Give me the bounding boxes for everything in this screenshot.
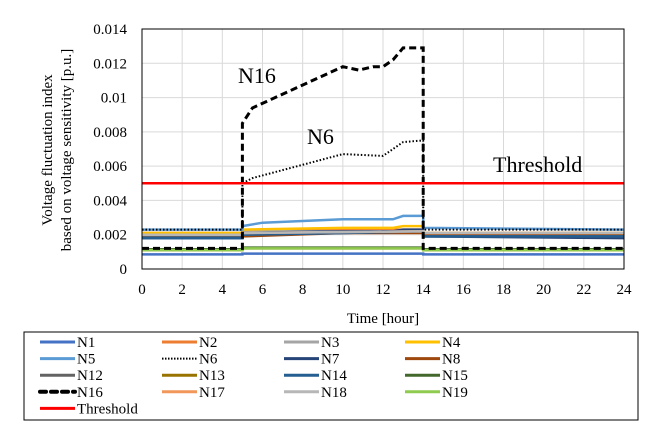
y-axis-label-line2: based on voltage sensitivity [p.u.]: [59, 49, 75, 251]
legend: N1 N2 N3 N4 N5 N6 N7 N8 N12 N13 N14 N15 N16 N17 N18 N19…: [38, 335, 468, 417]
x-tick-label: 22: [576, 282, 591, 298]
legend-label-threshold: Threshold: [77, 401, 138, 417]
x-tick-label: 10: [335, 282, 350, 298]
y-tick-label: 0.002: [93, 228, 127, 244]
x-tick-label: 20: [536, 282, 551, 298]
series-group: [142, 46, 625, 256]
legend-label-n2: N2: [199, 335, 217, 351]
x-tick-label: 6: [259, 282, 267, 298]
series-line-n19: [142, 247, 624, 252]
legend-label-n5: N5: [77, 352, 95, 368]
annotation-n16: N16: [238, 63, 276, 88]
x-tick-label: 0: [138, 282, 146, 298]
legend-label-n13: N13: [199, 368, 225, 384]
y-tick-label: 0.012: [93, 56, 127, 72]
x-axis-label: Time [hour]: [347, 311, 419, 327]
x-tick-label: 24: [617, 282, 633, 298]
x-tick-label: 14: [416, 282, 432, 298]
legend-label-n1: N1: [77, 335, 95, 351]
x-tick-label: 16: [456, 282, 472, 298]
y-tick-label: 0.004: [93, 193, 127, 209]
tick-labels: 0 2 4 6 8 10 12 14 16 18 20 22 2400.0020.0040.0060.0…: [93, 22, 632, 298]
series-line-n6: [142, 139, 624, 231]
legend-label-n7: N7: [321, 352, 340, 368]
legend-label-n4: N4: [442, 335, 461, 351]
y-tick-label: 0.01: [101, 91, 127, 107]
series-line-n1: [142, 252, 624, 256]
legend-label-n6: N6: [199, 352, 218, 368]
y-tick-label: 0.014: [93, 22, 127, 38]
y-tick-label: 0: [120, 262, 128, 278]
series-line-n18: [142, 230, 624, 236]
series-line-n16: [142, 46, 624, 250]
plot-area-border: [141, 28, 625, 270]
x-tick-label: 18: [496, 282, 511, 298]
legend-label-n3: N3: [321, 335, 339, 351]
y-axis-label-line1: Voltage fluctuation index: [40, 74, 56, 226]
x-tick-label: 8: [299, 282, 307, 298]
legend-label-n18: N18: [321, 385, 347, 401]
legend-label-n16: N16: [77, 385, 103, 401]
legend-label-n8: N8: [442, 352, 460, 368]
y-tick-label: 0.006: [93, 159, 127, 175]
legend-label-n15: N15: [442, 368, 468, 384]
annotation-threshold: Threshold: [493, 152, 582, 177]
legend-label-n14: N14: [321, 368, 347, 384]
legend-label-n17: N17: [199, 385, 225, 401]
x-tick-label: 2: [178, 282, 186, 298]
y-tick-label: 0.008: [93, 125, 127, 141]
annotation-n6: N6: [307, 124, 334, 149]
x-tick-label: 12: [376, 282, 391, 298]
legend-box: [23, 331, 639, 421]
x-tick-label: 4: [219, 282, 227, 298]
legend-label-n12: N12: [77, 368, 103, 384]
legend-label-n19: N19: [442, 385, 468, 401]
